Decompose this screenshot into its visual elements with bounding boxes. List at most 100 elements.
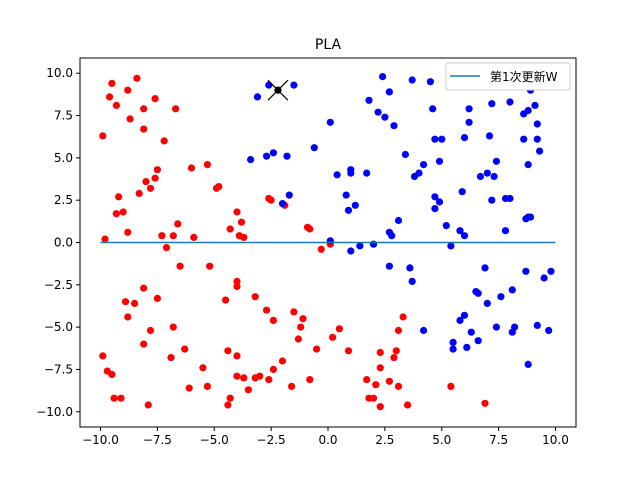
scatter-point-red-8 bbox=[172, 105, 180, 113]
scatter-point-blue-9 bbox=[379, 73, 387, 81]
scatter-point-red-29 bbox=[226, 225, 234, 233]
scatter-point-red-43 bbox=[251, 293, 259, 301]
scatter-point-red-68 bbox=[167, 354, 175, 362]
scatter-point-blue-5 bbox=[247, 156, 255, 164]
scatter-point-blue-36 bbox=[420, 161, 428, 169]
scatter-point-blue-98 bbox=[463, 343, 471, 351]
scatter-point-blue-34 bbox=[485, 132, 494, 140]
scatter-point-red-11 bbox=[99, 132, 107, 140]
scatter-point-red-34 bbox=[169, 232, 177, 240]
x-tick-label-4: 0.0 bbox=[318, 433, 337, 447]
scatter-point-blue-97 bbox=[449, 345, 457, 353]
scatter-point-red-13 bbox=[142, 178, 150, 186]
scatter-point-red-81 bbox=[108, 370, 116, 379]
scatter-point-red-84 bbox=[144, 401, 152, 409]
scatter-point-red-78 bbox=[124, 313, 132, 321]
scatter-point-blue-70 bbox=[363, 169, 371, 177]
scatter-point-blue-87 bbox=[456, 316, 464, 324]
scatter-point-blue-2 bbox=[253, 93, 262, 101]
scatter-point-blue-3 bbox=[263, 152, 271, 160]
axes: −10.0 −7.5 −5.0 −2.5 0.0 2.5 5.0 7.5 10.0 −10.0 −7… bbox=[36, 57, 577, 447]
scatter-point-red-4 bbox=[124, 86, 132, 94]
update-marker-dot bbox=[274, 86, 282, 94]
scatter-point-red-39 bbox=[176, 262, 184, 270]
y-tick-label-7: 7.5 bbox=[54, 109, 73, 123]
y-tick-label-2: −5.0 bbox=[44, 320, 73, 334]
scatter-point-red-50 bbox=[294, 335, 302, 343]
scatter-point-red-82 bbox=[110, 394, 118, 402]
scatter-point-red-48 bbox=[269, 316, 277, 324]
scatter-point-red-77 bbox=[131, 299, 139, 307]
scatter-point-blue-59 bbox=[394, 216, 403, 225]
scatter-point-blue-44 bbox=[488, 196, 496, 204]
scatter-point-blue-80 bbox=[540, 274, 548, 282]
scatter-point-red-76 bbox=[121, 298, 130, 306]
scatter-point-blue-19 bbox=[438, 135, 446, 143]
scatter-point-blue-67 bbox=[351, 201, 359, 209]
scatter-point-blue-25 bbox=[524, 106, 532, 115]
scatter-point-blue-11 bbox=[385, 88, 393, 96]
scatter-point-blue-65 bbox=[344, 206, 353, 214]
scatter-point-blue-27 bbox=[533, 120, 541, 128]
scatter-point-blue-23 bbox=[506, 98, 514, 106]
scatter-point-blue-61 bbox=[388, 232, 396, 240]
scatter-point-red-33 bbox=[158, 232, 166, 240]
scatter-point-blue-79 bbox=[522, 267, 530, 275]
x-tick-label-3: −2.5 bbox=[257, 433, 286, 447]
scatter-point-red-52 bbox=[278, 357, 287, 365]
scatter-point-red-17 bbox=[115, 193, 123, 201]
update-marker-layer bbox=[267, 79, 289, 101]
chart-title: PLA bbox=[315, 37, 342, 53]
scatter-point-blue-93 bbox=[545, 326, 553, 335]
scatter-point-blue-71 bbox=[333, 171, 341, 179]
scatter-point-blue-41 bbox=[483, 169, 491, 177]
scatter-point-red-91 bbox=[344, 347, 353, 355]
x-tick-label-0: −10.0 bbox=[82, 433, 119, 447]
scatter-point-blue-10 bbox=[408, 76, 416, 84]
scatter-point-blue-51 bbox=[526, 213, 535, 221]
scatter-point-red-32 bbox=[174, 220, 182, 228]
scatter-point-red-66 bbox=[181, 345, 189, 353]
scatter-point-blue-92 bbox=[533, 321, 541, 329]
scatter-point-red-38 bbox=[101, 235, 109, 243]
scatter-point-red-61 bbox=[288, 382, 296, 390]
scatter-point-red-15 bbox=[146, 184, 155, 192]
scatter-point-blue-18 bbox=[431, 135, 439, 143]
scatter-point-blue-28 bbox=[520, 135, 528, 143]
scatter-point-red-46 bbox=[290, 308, 298, 316]
y-tick-label-0: −10.0 bbox=[36, 405, 73, 419]
x-tick-label-5: 2.5 bbox=[375, 433, 394, 447]
scatter-point-red-31 bbox=[240, 233, 248, 241]
scatter-point-blue-55 bbox=[442, 222, 450, 230]
scatter-point-red-63 bbox=[265, 376, 273, 384]
scatter-point-red-18 bbox=[112, 210, 120, 218]
y-tick-label-5: 2.5 bbox=[54, 193, 73, 207]
scatter-point-blue-22 bbox=[488, 100, 496, 108]
scatter-point-red-25 bbox=[267, 196, 275, 204]
scatter-point-blue-1 bbox=[290, 81, 298, 89]
scatter-point-red-45 bbox=[263, 306, 271, 314]
scatter-point-blue-33 bbox=[460, 134, 469, 142]
scatter-point-red-105 bbox=[399, 313, 407, 321]
scatter-point-red-41 bbox=[233, 277, 241, 285]
scatter-point-red-0 bbox=[108, 79, 116, 87]
scatter-point-red-106 bbox=[447, 382, 455, 390]
scatter-point-red-23 bbox=[212, 184, 221, 192]
scatter-point-blue-13 bbox=[374, 108, 382, 116]
scatter-point-blue-88 bbox=[460, 311, 469, 319]
legend-label: 第1次更新W bbox=[490, 69, 558, 84]
scatter-point-red-99 bbox=[390, 354, 398, 362]
scatter-point-red-5 bbox=[126, 115, 134, 123]
scatter-point-red-103 bbox=[404, 401, 412, 409]
scatter-point-blue-75 bbox=[385, 262, 393, 270]
scatter-point-blue-12 bbox=[365, 96, 373, 104]
scatter-point-red-40 bbox=[206, 262, 214, 270]
scatter-point-red-21 bbox=[203, 161, 211, 169]
scatter-point-blue-42 bbox=[490, 172, 498, 181]
scatter-point-red-36 bbox=[190, 233, 198, 241]
scatter-point-blue-46 bbox=[506, 194, 514, 203]
scatter-point-blue-100 bbox=[524, 360, 532, 368]
scatter-point-blue-15 bbox=[390, 122, 398, 130]
scatter-point-blue-73 bbox=[278, 200, 287, 208]
